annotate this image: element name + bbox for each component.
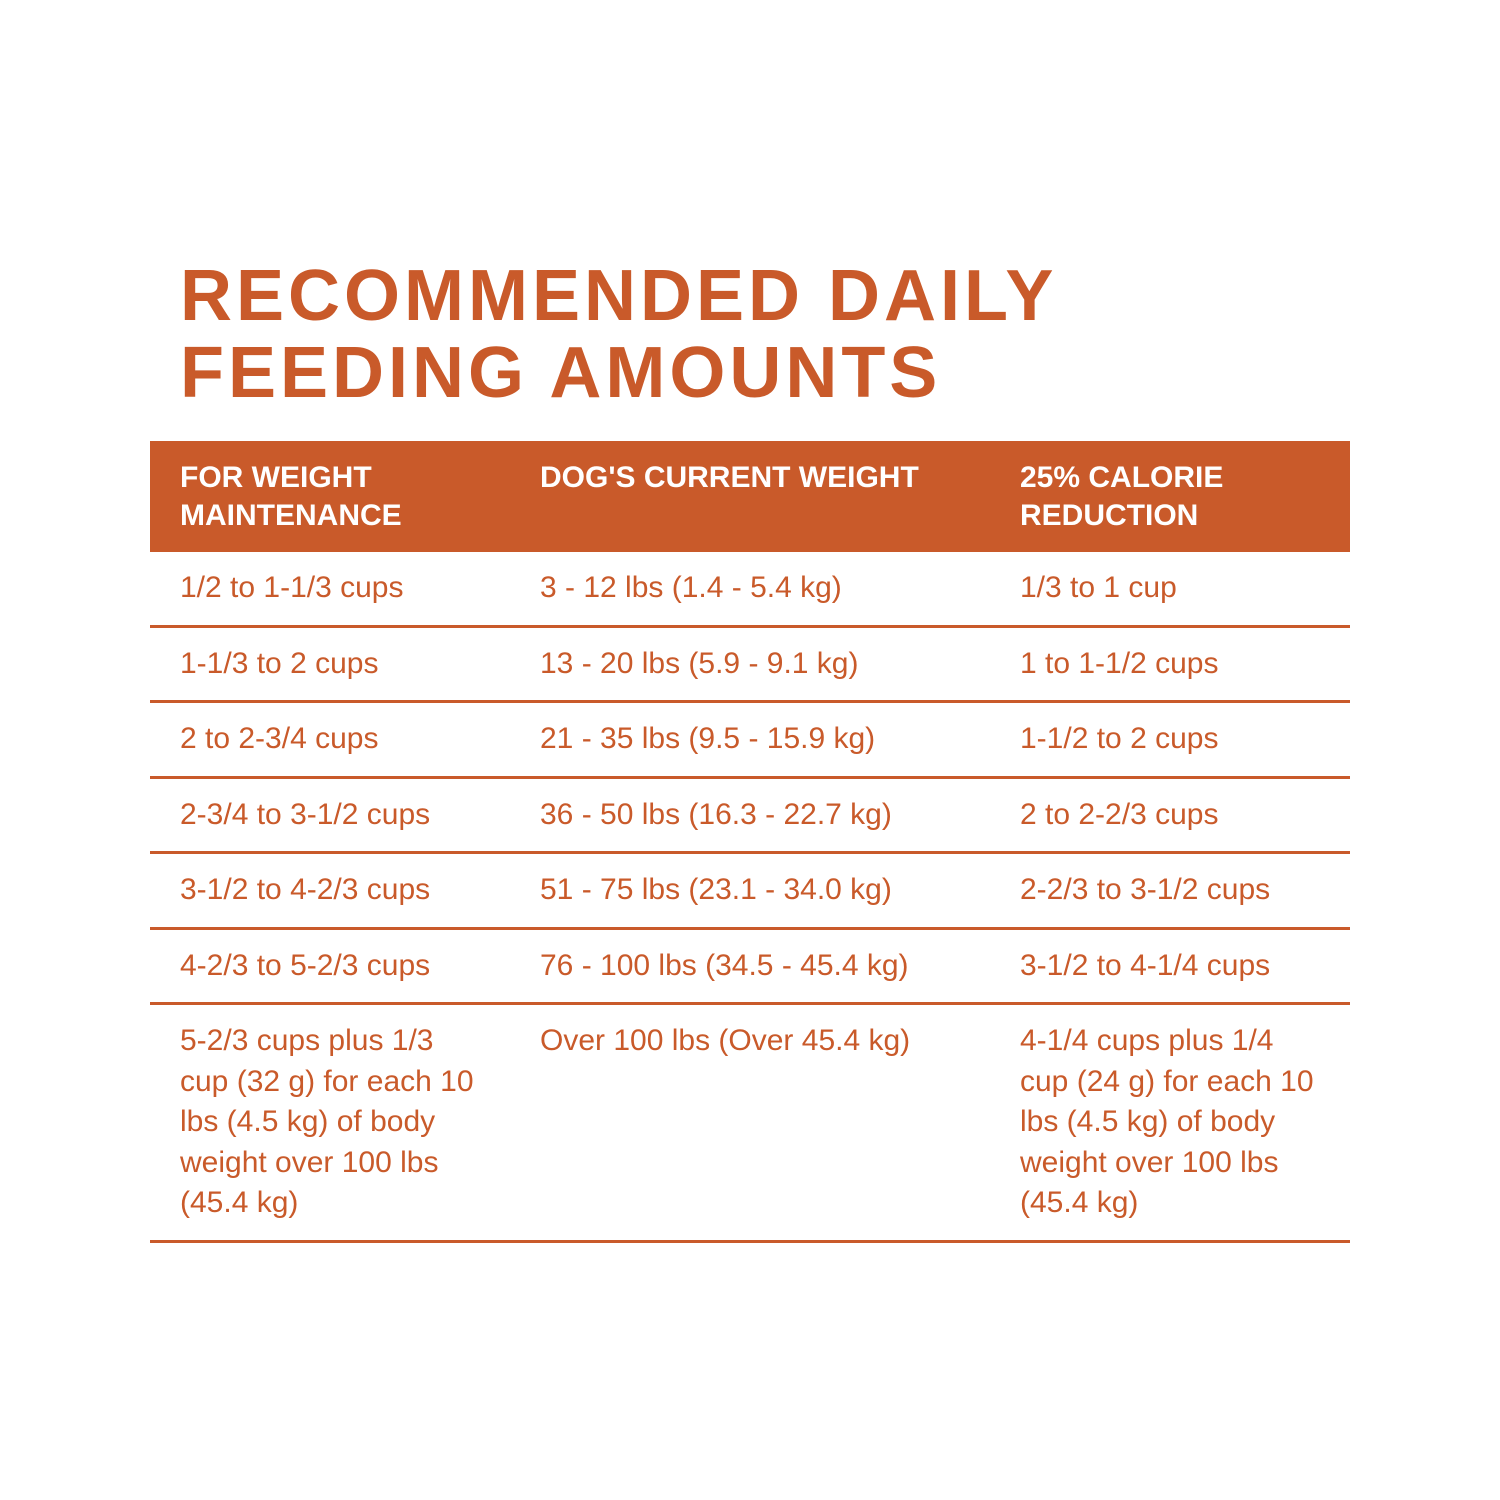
table-row: 1-1/3 to 2 cups 13 - 20 lbs (5.9 - 9.1 k… — [150, 626, 1350, 702]
cell-reduction: 2 to 2-2/3 cups — [990, 777, 1350, 853]
page-title: RECOMMENDED DAILY FEEDING AMOUNTS — [180, 258, 1320, 414]
cell-weight: 36 - 50 lbs (16.3 - 22.7 kg) — [510, 777, 990, 853]
feeding-panel: RECOMMENDED DAILY FEEDING AMOUNTS FOR WE… — [150, 218, 1350, 1283]
table-row: 1/2 to 1-1/3 cups 3 - 12 lbs (1.4 - 5.4 … — [150, 552, 1350, 626]
feeding-table: FOR WEIGHT MAINTENANCE DOG'S CURRENT WEI… — [150, 441, 1350, 1243]
col-header-weight: DOG'S CURRENT WEIGHT — [510, 441, 990, 552]
cell-maintenance: 1-1/3 to 2 cups — [150, 626, 510, 702]
table-row: 3-1/2 to 4-2/3 cups 51 - 75 lbs (23.1 - … — [150, 853, 1350, 929]
cell-maintenance: 2-3/4 to 3-1/2 cups — [150, 777, 510, 853]
col-header-reduction: 25% CALORIE REDUCTION — [990, 441, 1350, 552]
cell-reduction: 1/3 to 1 cup — [990, 552, 1350, 626]
cell-weight: 51 - 75 lbs (23.1 - 34.0 kg) — [510, 853, 990, 929]
cell-reduction: 1-1/2 to 2 cups — [990, 702, 1350, 778]
cell-weight: 3 - 12 lbs (1.4 - 5.4 kg) — [510, 552, 990, 626]
cell-weight: 13 - 20 lbs (5.9 - 9.1 kg) — [510, 626, 990, 702]
cell-reduction: 3-1/2 to 4-1/4 cups — [990, 928, 1350, 1004]
cell-maintenance: 3-1/2 to 4-2/3 cups — [150, 853, 510, 929]
cell-reduction: 4-1/4 cups plus 1/4 cup (24 g) for each … — [990, 1004, 1350, 1242]
cell-reduction: 1 to 1-1/2 cups — [990, 626, 1350, 702]
cell-maintenance: 5-2/3 cups plus 1/3 cup (32 g) for each … — [150, 1004, 510, 1242]
table-row: 2 to 2-3/4 cups 21 - 35 lbs (9.5 - 15.9 … — [150, 702, 1350, 778]
cell-maintenance: 2 to 2-3/4 cups — [150, 702, 510, 778]
table-row: 2-3/4 to 3-1/2 cups 36 - 50 lbs (16.3 - … — [150, 777, 1350, 853]
table-row: 5-2/3 cups plus 1/3 cup (32 g) for each … — [150, 1004, 1350, 1242]
cell-weight: 21 - 35 lbs (9.5 - 15.9 kg) — [510, 702, 990, 778]
table-row: 4-2/3 to 5-2/3 cups 76 - 100 lbs (34.5 -… — [150, 928, 1350, 1004]
cell-weight: Over 100 lbs (Over 45.4 kg) — [510, 1004, 990, 1242]
col-header-maintenance: FOR WEIGHT MAINTENANCE — [150, 441, 510, 552]
table-header-row: FOR WEIGHT MAINTENANCE DOG'S CURRENT WEI… — [150, 441, 1350, 552]
cell-weight: 76 - 100 lbs (34.5 - 45.4 kg) — [510, 928, 990, 1004]
cell-maintenance: 4-2/3 to 5-2/3 cups — [150, 928, 510, 1004]
cell-reduction: 2-2/3 to 3-1/2 cups — [990, 853, 1350, 929]
cell-maintenance: 1/2 to 1-1/3 cups — [150, 552, 510, 626]
